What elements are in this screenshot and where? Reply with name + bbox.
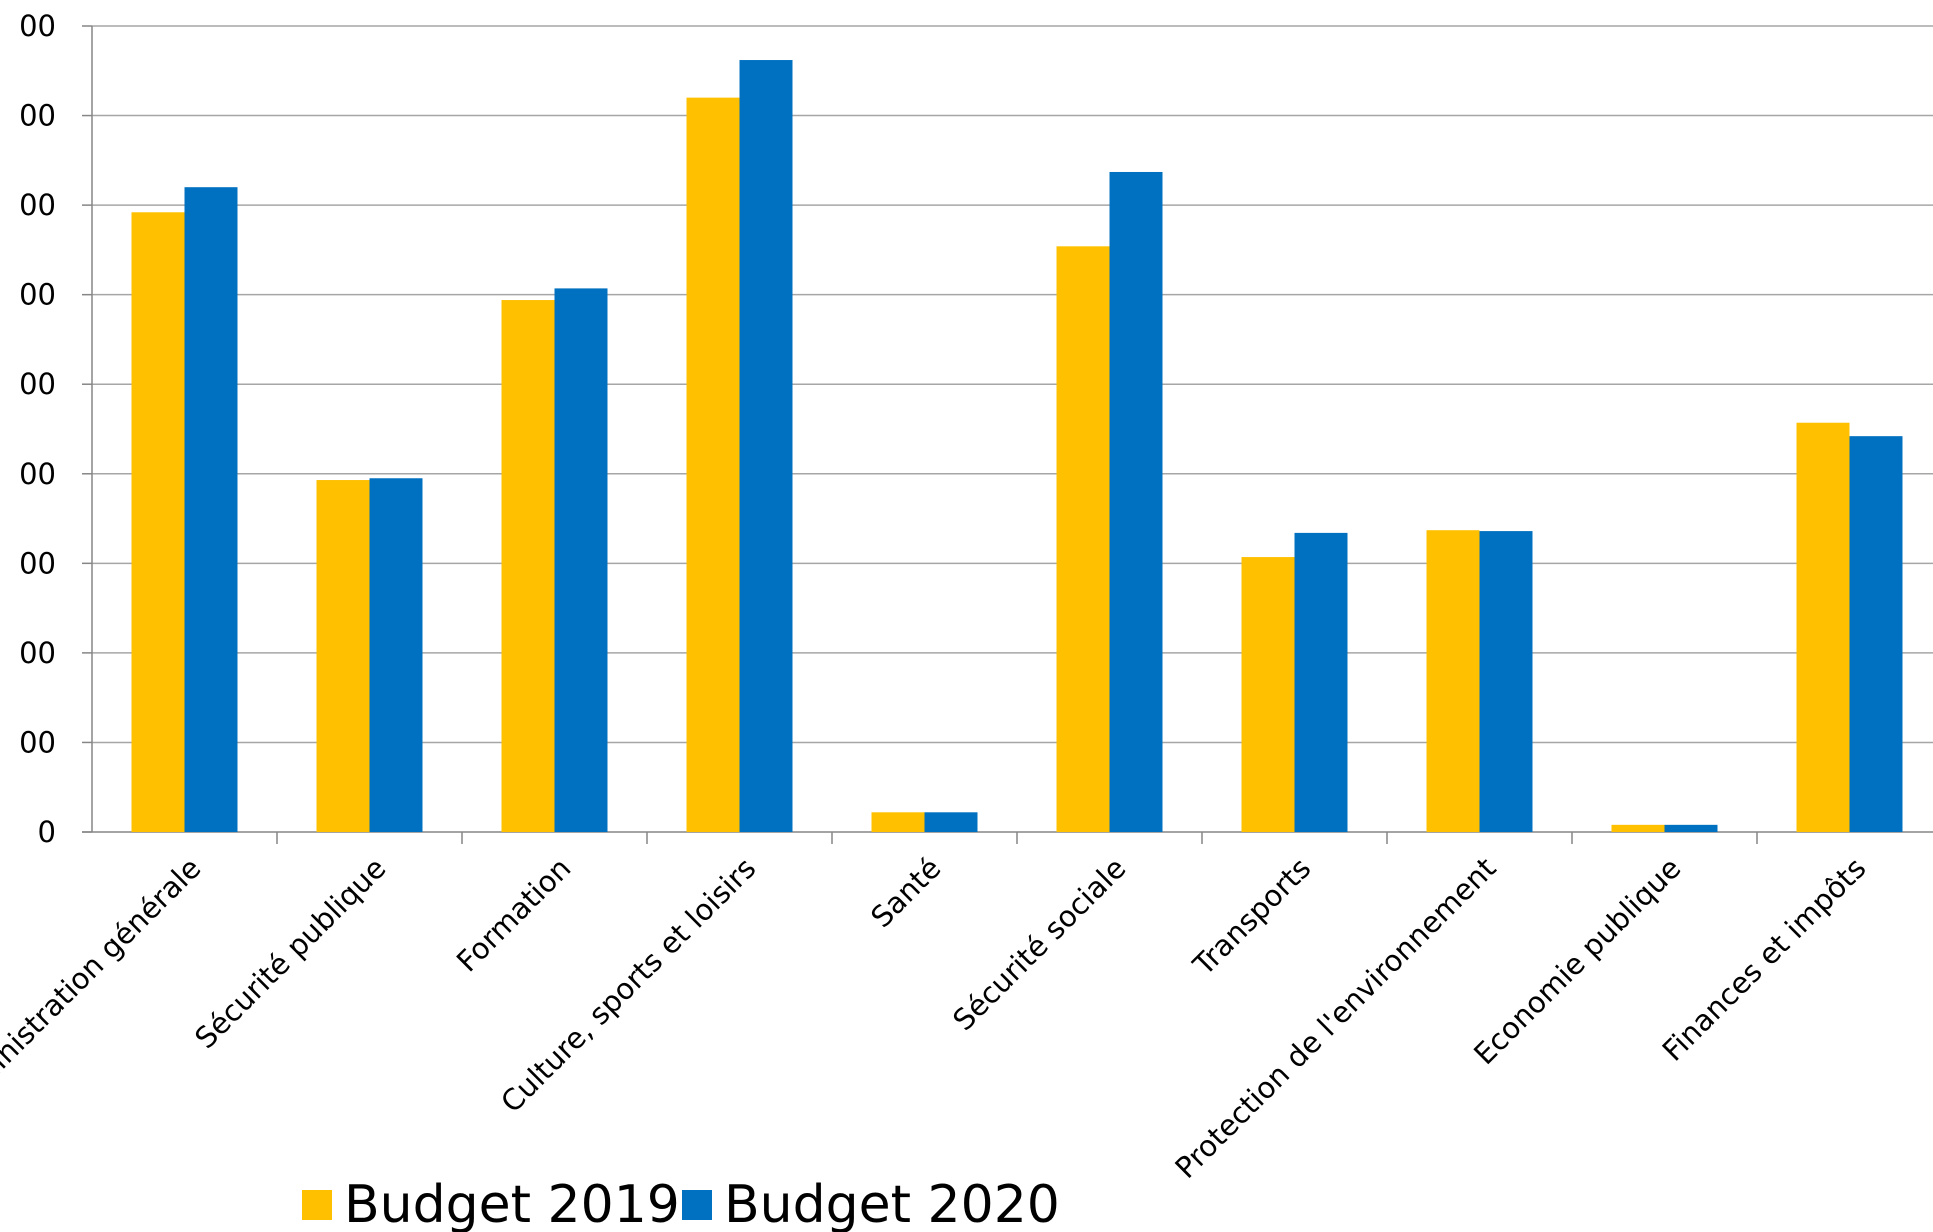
y-tick-label: 00 bbox=[19, 457, 56, 491]
bar-2019 bbox=[1241, 557, 1295, 832]
bar-2019 bbox=[871, 812, 925, 832]
bar-2019 bbox=[501, 300, 555, 832]
y-tick-label: 00 bbox=[19, 546, 56, 580]
bar-2019 bbox=[1796, 422, 1850, 832]
legend-swatch bbox=[302, 1190, 332, 1220]
bar-2019 bbox=[1611, 824, 1665, 832]
bar-2020 bbox=[1849, 436, 1903, 832]
bar-2020 bbox=[1109, 171, 1163, 832]
bar-2019 bbox=[316, 480, 370, 832]
x-category-label: Transports bbox=[1186, 851, 1318, 983]
bar-2019 bbox=[1056, 246, 1110, 833]
y-tick-label: 00 bbox=[19, 278, 56, 312]
y-tick-label: 00 bbox=[19, 636, 56, 670]
y-tick-label: 0 bbox=[38, 815, 56, 849]
x-category-label: Santé bbox=[864, 851, 947, 934]
x-category-label: Formation bbox=[450, 851, 578, 979]
x-category-label: Economie publique bbox=[1467, 851, 1687, 1071]
legend-label: Budget 2019 bbox=[344, 1175, 680, 1232]
bar-2020 bbox=[1294, 532, 1348, 832]
bar-2020 bbox=[554, 288, 608, 832]
y-tick-label: 00 bbox=[19, 725, 56, 759]
bar-2020 bbox=[1479, 531, 1533, 832]
y-tick-label: 00 bbox=[19, 99, 56, 133]
x-category-label: Sécurité publique bbox=[188, 851, 392, 1055]
legend-swatch bbox=[682, 1190, 712, 1220]
y-tick-label: 00 bbox=[19, 9, 56, 43]
bar-2019 bbox=[131, 212, 185, 832]
x-category-label: Protection de l'environnement bbox=[1168, 851, 1502, 1185]
x-category-label: Finances et impôts bbox=[1656, 851, 1873, 1068]
bar-2020 bbox=[184, 187, 238, 832]
y-tick-label: 00 bbox=[19, 367, 56, 401]
bar-2019 bbox=[1426, 530, 1480, 832]
bar-2020 bbox=[739, 60, 793, 832]
legend-label: Budget 2020 bbox=[724, 1175, 1060, 1232]
x-category-label: Sécurité sociale bbox=[946, 851, 1132, 1037]
bars bbox=[131, 60, 1903, 833]
bar-2020 bbox=[369, 478, 423, 832]
x-category-label: Administration générale bbox=[0, 851, 207, 1122]
y-tick-label: 00 bbox=[19, 188, 56, 222]
bar-2020 bbox=[924, 812, 978, 832]
legend: Budget 2019 Budget 2020 bbox=[302, 1175, 1060, 1232]
bar-2019 bbox=[686, 97, 740, 832]
bar-2020 bbox=[1664, 824, 1718, 832]
